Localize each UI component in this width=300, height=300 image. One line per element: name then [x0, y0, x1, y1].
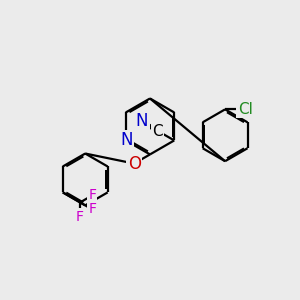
- Text: N: N: [120, 131, 133, 149]
- Text: F: F: [76, 209, 84, 224]
- Text: N: N: [136, 112, 148, 130]
- Text: Cl: Cl: [238, 102, 253, 117]
- Text: F: F: [88, 202, 96, 217]
- Text: O: O: [128, 154, 141, 172]
- Text: C: C: [152, 124, 162, 139]
- Text: F: F: [88, 188, 96, 202]
